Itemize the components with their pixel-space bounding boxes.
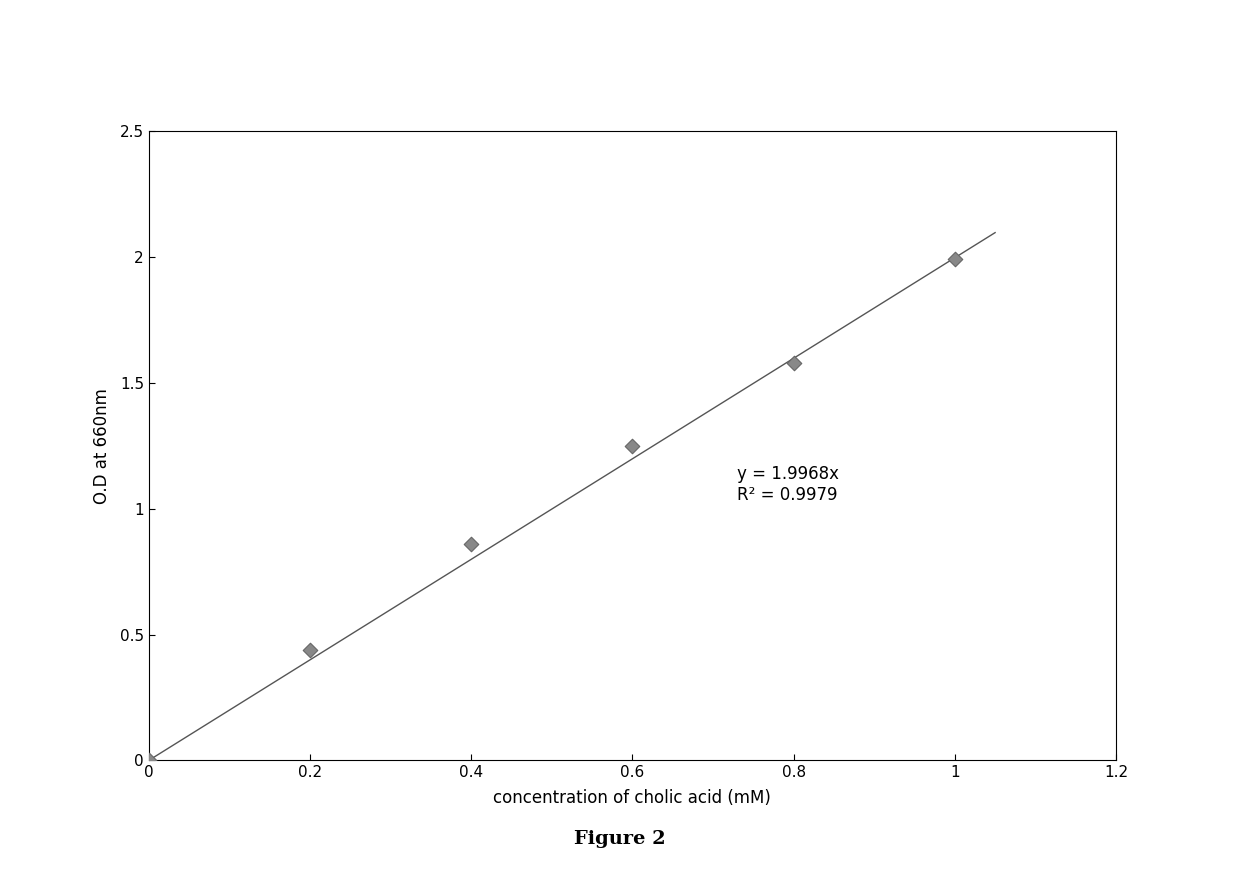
Y-axis label: O.D at 660nm: O.D at 660nm bbox=[93, 388, 112, 503]
X-axis label: concentration of cholic acid (mM): concentration of cholic acid (mM) bbox=[494, 788, 771, 807]
Text: Figure 2: Figure 2 bbox=[574, 830, 666, 848]
Point bbox=[139, 753, 159, 767]
Point bbox=[300, 642, 320, 656]
Point bbox=[784, 356, 804, 370]
Point bbox=[622, 439, 642, 453]
Point bbox=[945, 253, 965, 267]
Text: y = 1.9968x
R² = 0.9979: y = 1.9968x R² = 0.9979 bbox=[737, 465, 839, 503]
Point bbox=[461, 537, 481, 551]
